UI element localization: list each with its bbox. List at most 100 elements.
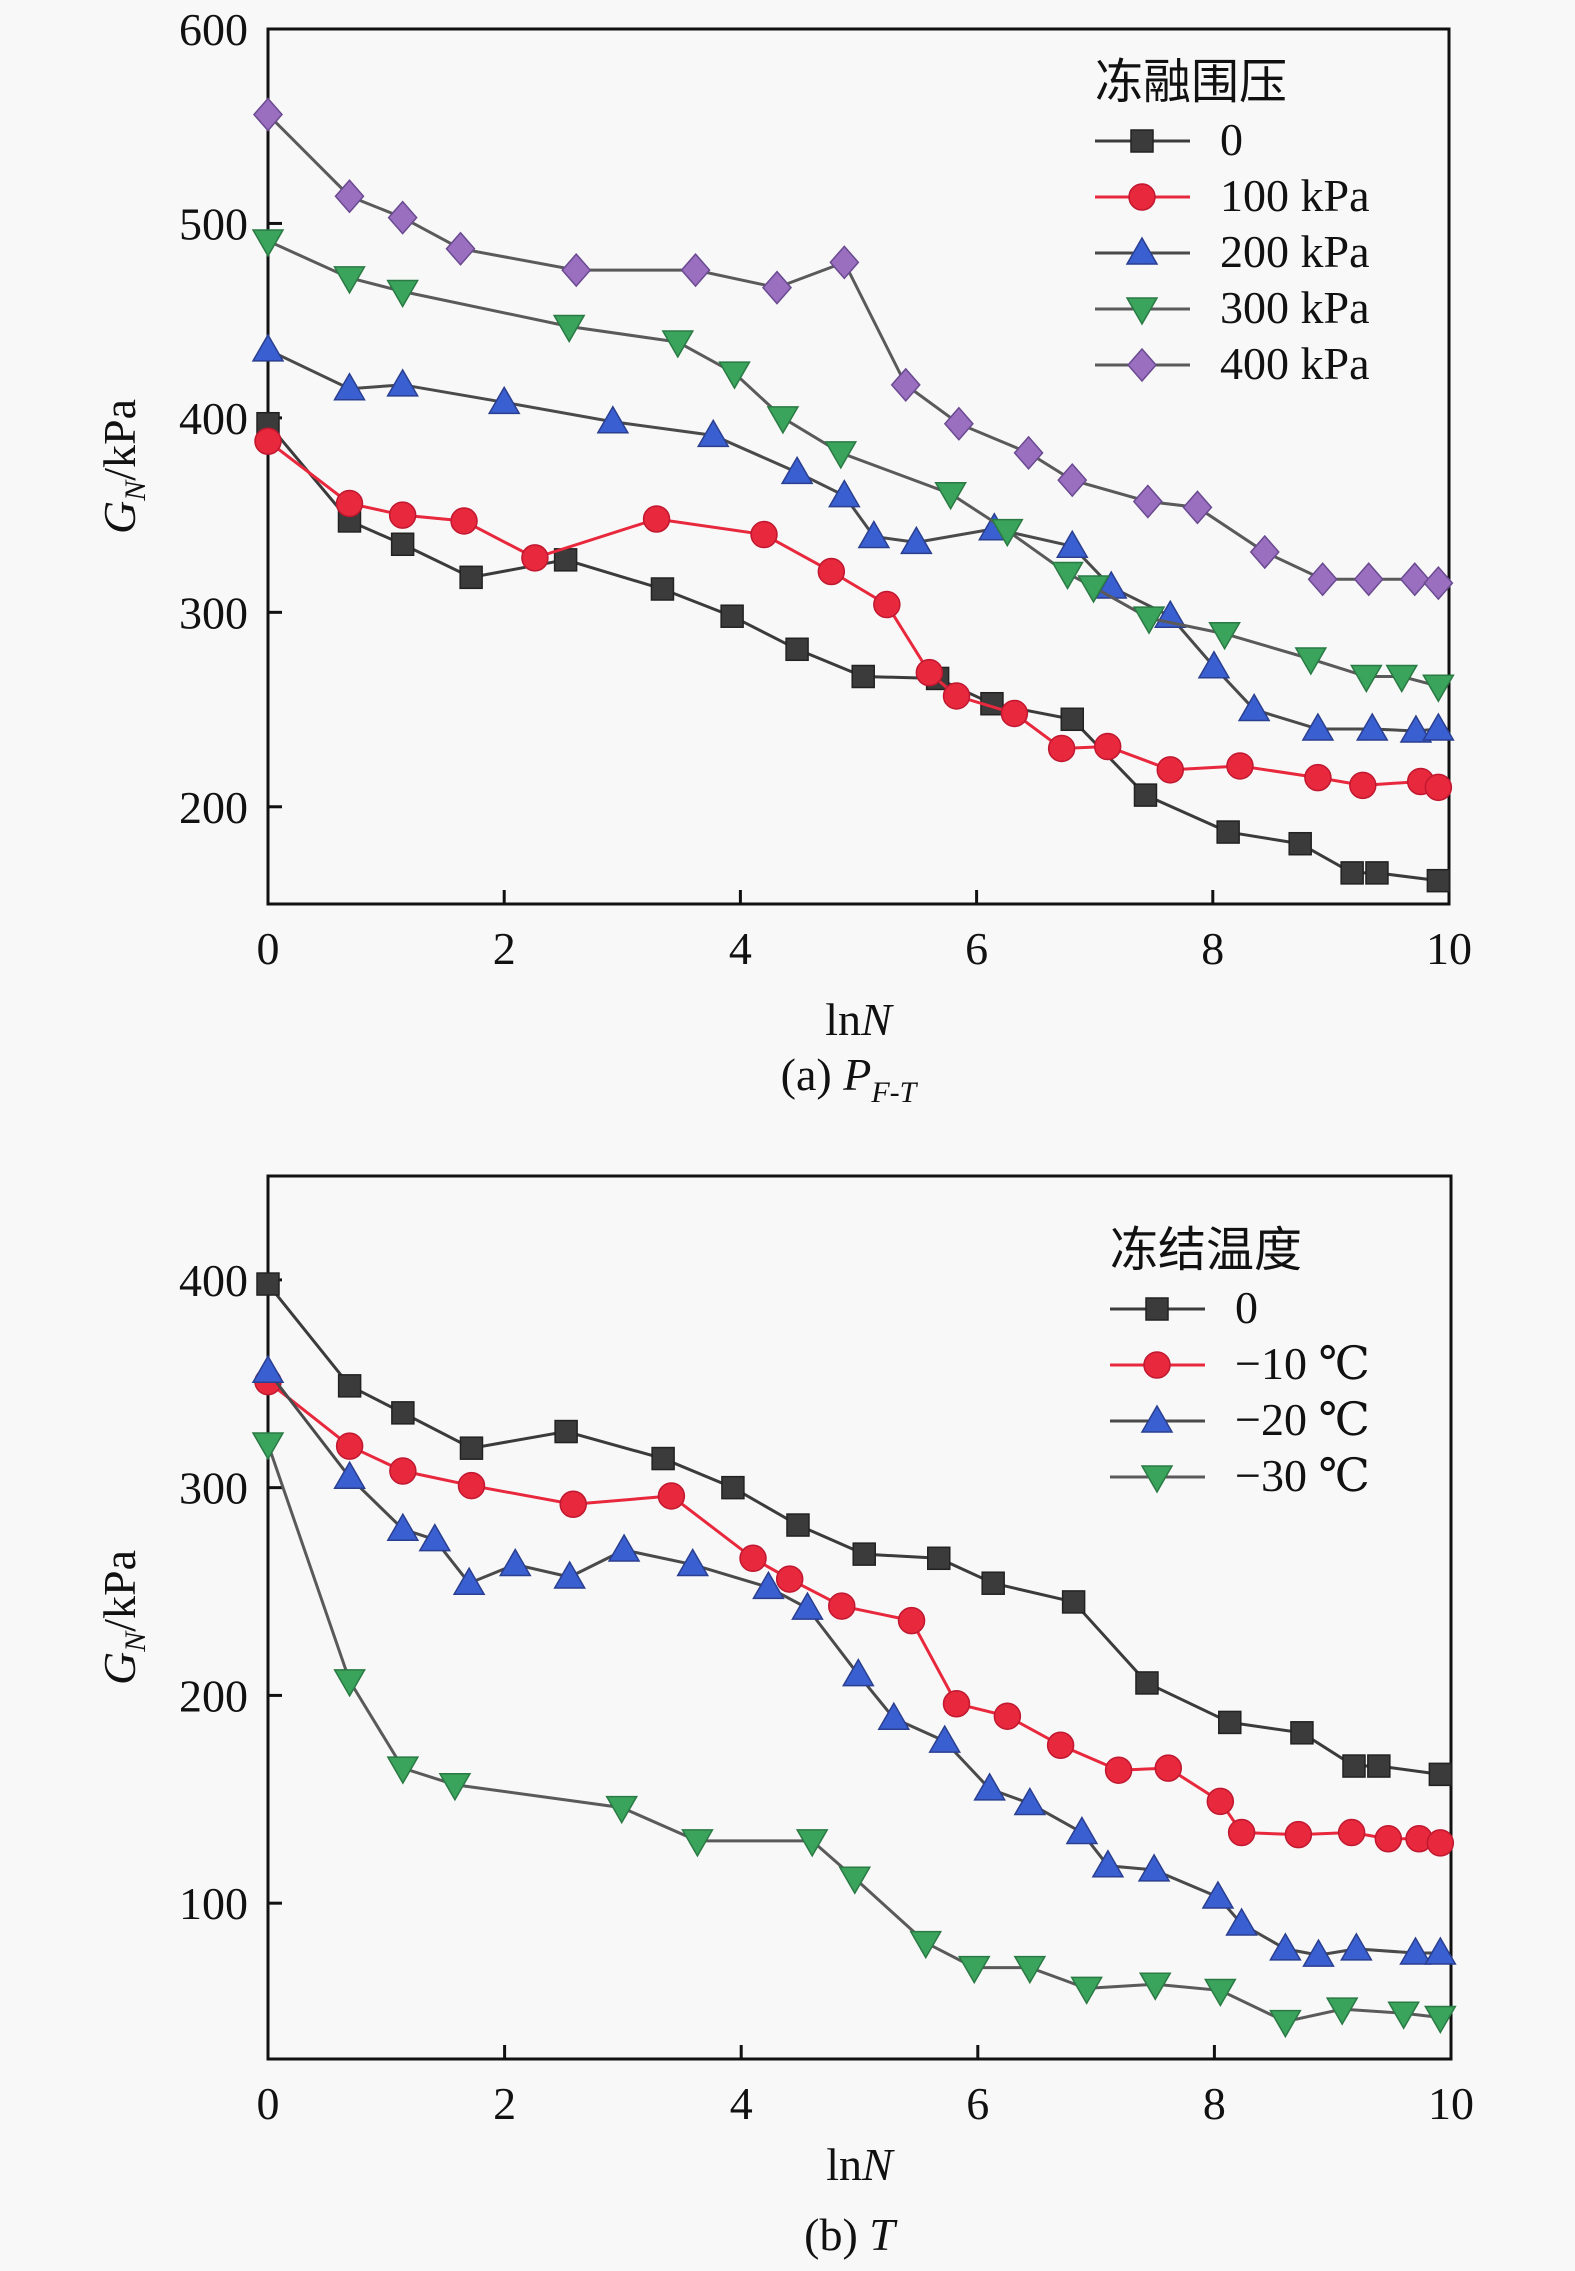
x-tick-label: 10: [1426, 923, 1472, 974]
series-1: [254, 427, 1453, 802]
legend-label: 400 kPa: [1220, 338, 1370, 389]
x-tick-label: 6: [966, 2078, 989, 2129]
data-point: [1137, 1853, 1171, 1882]
data-point: [927, 1546, 951, 1571]
data-point: [852, 1542, 876, 1566]
data-point: [775, 1565, 804, 1593]
data-point: [942, 1689, 971, 1718]
data-point: [842, 1658, 875, 1687]
data-point: [1424, 773, 1453, 802]
legend-marker: [1125, 236, 1159, 265]
data-point: [957, 1955, 991, 1985]
figure-caption: (b) T: [804, 2209, 898, 2260]
data-point: [1055, 529, 1089, 558]
data-point: [254, 427, 282, 455]
data-point: [1046, 1731, 1075, 1760]
caption-prefix: (a): [781, 1049, 844, 1100]
data-point: [1355, 712, 1389, 741]
data-point: [973, 1772, 1006, 1801]
series-2: [251, 1354, 1457, 1967]
data-point: [1216, 820, 1240, 844]
data-point: [915, 658, 944, 687]
data-point: [1428, 1762, 1453, 1787]
data-point: [1399, 714, 1433, 743]
data-point: [251, 1432, 285, 1461]
legend-marker: [1140, 1404, 1174, 1433]
data-point: [333, 1460, 366, 1490]
data-point: [828, 479, 861, 508]
data-point: [521, 544, 549, 572]
data-point: [696, 418, 730, 448]
series-1: [254, 1367, 1455, 1857]
legend-title: 冻融围压: [1095, 56, 1287, 109]
y-axis-label-main: G: [94, 1652, 145, 1685]
legend-label: −30 ℃: [1235, 1450, 1370, 1501]
data-point: [1424, 1936, 1457, 1965]
data-point: [333, 372, 366, 401]
legend-label: 300 kPa: [1220, 282, 1370, 333]
data-point: [718, 361, 751, 390]
legend-label: 100 kPa: [1220, 170, 1370, 221]
data-point: [877, 1701, 911, 1731]
data-point: [388, 501, 417, 529]
data-point: [661, 330, 695, 359]
data-point: [681, 1829, 714, 1858]
data-point: [1426, 1829, 1455, 1857]
data-point: [851, 664, 875, 689]
data-point: [386, 368, 419, 397]
data-point: [1350, 664, 1383, 694]
series-line: [266, 1443, 1441, 2024]
y-tick-label: 600: [179, 4, 248, 55]
data-point: [1349, 771, 1377, 800]
data-point: [1013, 435, 1044, 471]
data-point: [795, 1829, 829, 1858]
data-point: [657, 1482, 686, 1510]
data-point: [1154, 1754, 1183, 1782]
series-line: [267, 1380, 1441, 1845]
data-point: [1269, 2009, 1302, 2039]
caption-var: T: [869, 2209, 898, 2260]
x-axis-label: lnN: [825, 994, 894, 1045]
data-point: [552, 314, 586, 344]
data-point: [1288, 831, 1312, 856]
data-point: [1132, 606, 1166, 635]
data-point: [873, 590, 901, 619]
data-point: [1000, 699, 1029, 728]
series-0: [256, 411, 1451, 893]
data-point: [596, 405, 630, 434]
data-point: [256, 1272, 280, 1296]
x-axis-label-main: ln: [825, 994, 861, 1045]
data-point: [1340, 861, 1364, 885]
data-point: [445, 231, 476, 266]
x-tick-label: 0: [257, 923, 280, 974]
data-point: [1138, 1972, 1172, 2001]
data-point: [438, 1773, 472, 1802]
data-point: [1057, 462, 1088, 498]
data-point: [457, 1471, 486, 1500]
data-point: [1302, 1938, 1335, 1967]
data-point: [750, 520, 778, 549]
data-point: [251, 333, 285, 362]
data-point: [1065, 1816, 1099, 1845]
figure-caption: (a) PF-T: [781, 1049, 919, 1109]
data-point: [1227, 1818, 1256, 1847]
series-0: [256, 1272, 1453, 1787]
y-tick-label: 300: [179, 1463, 248, 1514]
data-point: [1135, 1671, 1159, 1695]
data-point: [1249, 534, 1280, 570]
data-point: [1367, 1754, 1391, 1778]
data-point: [786, 1513, 810, 1537]
data-point: [1290, 1721, 1314, 1745]
series-line: [266, 422, 1439, 883]
data-point: [991, 518, 1024, 548]
data-point: [452, 1566, 486, 1595]
y-tick-label: 400: [179, 1255, 248, 1306]
data-point: [1156, 756, 1185, 784]
data-point: [934, 481, 967, 511]
legend-marker: [1143, 1351, 1171, 1379]
data-point: [1237, 693, 1271, 722]
data-point: [651, 1446, 675, 1471]
